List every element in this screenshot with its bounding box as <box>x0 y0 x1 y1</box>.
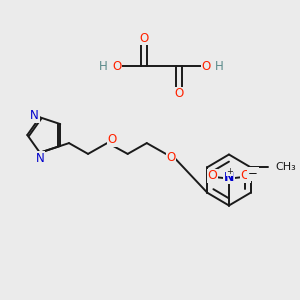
Text: O: O <box>201 59 211 73</box>
Text: CH₃: CH₃ <box>275 162 296 172</box>
Text: H: H <box>99 59 108 73</box>
Text: −: − <box>248 167 258 180</box>
Text: O: O <box>241 169 250 182</box>
Text: O: O <box>112 59 122 73</box>
Text: O: O <box>167 151 176 164</box>
Text: N: N <box>30 109 39 122</box>
Text: O: O <box>140 32 149 45</box>
Text: +: + <box>226 167 233 176</box>
Text: O: O <box>108 133 117 146</box>
Text: N: N <box>224 171 234 184</box>
Text: O: O <box>174 87 183 101</box>
Text: N: N <box>36 152 45 165</box>
Text: H: H <box>215 59 224 73</box>
Text: O: O <box>207 169 217 182</box>
